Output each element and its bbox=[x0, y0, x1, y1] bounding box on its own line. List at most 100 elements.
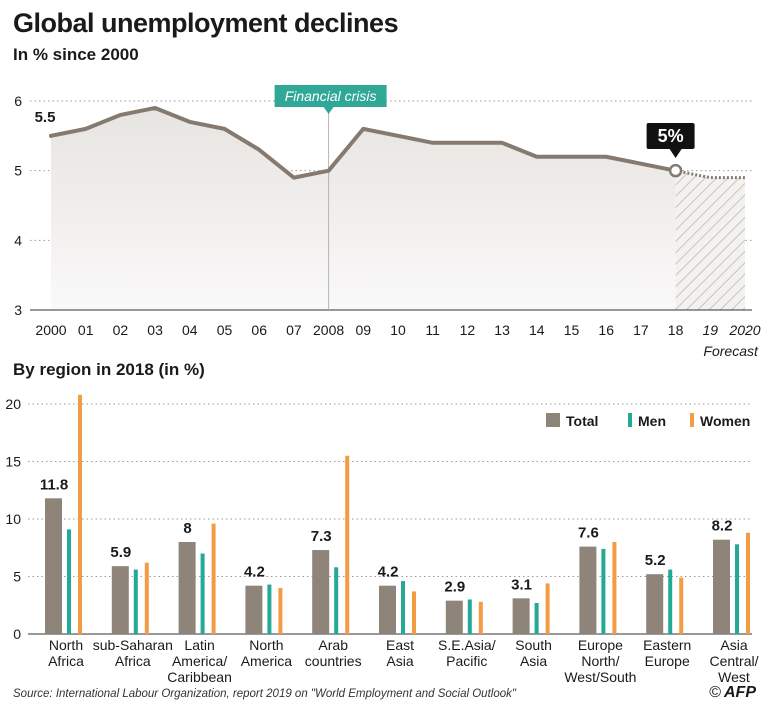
bar-value-label: 5.9 bbox=[110, 544, 131, 561]
x-tick-label: 06 bbox=[251, 322, 267, 338]
afp-logo-text: AFP bbox=[724, 684, 756, 701]
bar-total bbox=[178, 542, 196, 634]
x-tick-label: 17 bbox=[633, 322, 649, 338]
line-chart: 3 4 5 6 2000 01 02 03 04 05 06 07 2008 09 10 11 12 13 14 15… bbox=[14, 85, 761, 359]
x-tick-label: 2008 bbox=[313, 322, 344, 338]
x-tick-label: 07 bbox=[286, 322, 302, 338]
category-label: Africa bbox=[115, 653, 151, 669]
bar-women bbox=[278, 588, 283, 634]
category-label: Asia bbox=[386, 653, 413, 669]
start-value-label: 5.5 bbox=[35, 109, 56, 126]
bar-total bbox=[445, 600, 463, 634]
x-tick-label: 05 bbox=[217, 322, 233, 338]
current-value-callout-pointer bbox=[669, 149, 682, 158]
bar-total bbox=[579, 546, 597, 634]
x-tick-label: 12 bbox=[460, 322, 476, 338]
bar-total bbox=[379, 585, 396, 634]
category-label: sub-Saharan bbox=[93, 637, 173, 653]
copyright-symbol: © bbox=[709, 684, 721, 701]
bar-men bbox=[200, 553, 205, 634]
bar-total bbox=[713, 539, 730, 634]
bar-value-label: 7.3 bbox=[311, 528, 332, 545]
bar-women bbox=[746, 532, 750, 634]
source-note: Source: International Labour Organizatio… bbox=[13, 688, 516, 700]
category-label: Caribbean bbox=[167, 669, 232, 685]
forecast-label: Forecast bbox=[703, 343, 759, 359]
bar-women bbox=[345, 455, 350, 634]
x-tick-label: 09 bbox=[356, 322, 372, 338]
y-tick-label: 20 bbox=[5, 396, 21, 412]
category-label: Asia bbox=[720, 637, 747, 653]
crisis-callout-box bbox=[274, 85, 387, 107]
bar-chart-subtitle: By region in 2018 (in %) bbox=[13, 360, 205, 379]
x-tick-label: 13 bbox=[494, 322, 510, 338]
line-chart-subtitle: In % since 2000 bbox=[13, 45, 139, 64]
bar-women bbox=[545, 583, 550, 634]
category-label: Europe bbox=[645, 653, 690, 669]
x-tick-label: 10 bbox=[390, 322, 406, 338]
x-tick-label: 2020 bbox=[728, 322, 760, 338]
series-line-actual bbox=[49, 105, 678, 180]
bar-value-label: 8.2 bbox=[712, 518, 733, 535]
category-label: Pacific bbox=[446, 653, 487, 669]
legend-swatch-total bbox=[546, 413, 560, 427]
bar-total bbox=[245, 585, 263, 634]
category-label: Arab bbox=[318, 637, 348, 653]
current-value-callout-label: 5% bbox=[658, 126, 684, 146]
bar-men bbox=[668, 569, 673, 634]
crisis-callout-label: Financial crisis bbox=[285, 88, 377, 104]
category-label: Europe bbox=[578, 637, 623, 653]
bar-value-label: 11.8 bbox=[40, 476, 68, 493]
category-label: North/ bbox=[581, 653, 619, 669]
category-label: East bbox=[386, 637, 414, 653]
category-label: S.E.Asia/ bbox=[438, 637, 496, 653]
bar-men bbox=[334, 567, 339, 634]
category-label: Africa bbox=[48, 653, 84, 669]
bar-men bbox=[267, 584, 272, 634]
legend-swatch-men bbox=[628, 413, 632, 427]
bar-value-label: 4.2 bbox=[244, 564, 265, 581]
bar-men bbox=[735, 544, 739, 634]
x-tick-label: 02 bbox=[113, 322, 129, 338]
bar-value-label: 8 bbox=[183, 520, 191, 537]
forecast-area bbox=[675, 170, 745, 310]
bar-women bbox=[412, 591, 416, 634]
bar-women bbox=[78, 394, 82, 634]
bar-value-label: 3.1 bbox=[511, 576, 532, 593]
y-tick-label: 3 bbox=[14, 302, 22, 318]
bar-women bbox=[612, 542, 617, 634]
bar-women bbox=[478, 601, 483, 634]
chart-title: Global unemployment declines bbox=[13, 8, 399, 38]
bar-value-label: 4.2 bbox=[378, 564, 399, 581]
bar-total bbox=[111, 566, 129, 634]
category-label: America/ bbox=[172, 653, 227, 669]
line-area-fill bbox=[51, 107, 676, 310]
line-data-point bbox=[49, 133, 53, 138]
category-label: Central/ bbox=[709, 653, 758, 669]
y-tick-label: 4 bbox=[14, 232, 22, 248]
y-tick-label: 10 bbox=[5, 511, 21, 527]
bar-total bbox=[45, 498, 62, 634]
bar-value-label: 2.9 bbox=[444, 579, 465, 596]
afp-logo: © AFP bbox=[709, 684, 756, 702]
category-label: West/South bbox=[564, 669, 636, 685]
bar-men bbox=[401, 581, 405, 634]
x-tick-label: 18 bbox=[668, 322, 684, 338]
bar-men bbox=[534, 602, 539, 634]
current-value-callout-box bbox=[646, 123, 695, 149]
x-tick-label: 16 bbox=[598, 322, 614, 338]
x-tick-label: 04 bbox=[182, 322, 198, 338]
y-tick-label: 0 bbox=[13, 626, 21, 642]
x-tick-label: 19 bbox=[703, 322, 719, 338]
category-label: North bbox=[249, 637, 283, 653]
bar-women bbox=[211, 523, 216, 634]
y-tick-label: 5 bbox=[13, 569, 21, 585]
x-tick-label: 2000 bbox=[35, 322, 66, 338]
bar-men bbox=[467, 599, 472, 634]
bar-men bbox=[601, 548, 606, 634]
legend-label-men: Men bbox=[638, 413, 666, 429]
category-label: North bbox=[49, 637, 83, 653]
category-label: Latin bbox=[184, 637, 214, 653]
x-tick-label: 03 bbox=[147, 322, 163, 338]
category-label: America bbox=[241, 653, 293, 669]
